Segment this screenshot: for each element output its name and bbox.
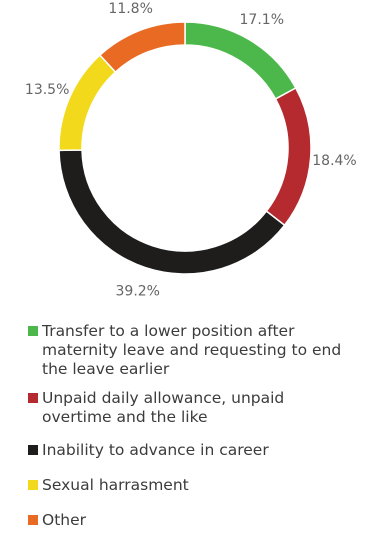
legend-label: Unpaid daily allowance, unpaid overtime … (42, 389, 285, 426)
legend-item-harrasment: Sexual harrasment (28, 476, 358, 495)
slice-unpaid (265, 86, 312, 227)
donut-chart: 17.1% 18.4% 39.2% 13.5% 11.8% (25, 1, 357, 299)
slice-career (58, 149, 286, 275)
legend-item-other: Other (28, 511, 358, 530)
slice-value-label: 11.8% (108, 1, 152, 17)
legend-label: Other (42, 511, 87, 529)
legend-swatch-green (28, 326, 38, 336)
legend-swatch-yellow (28, 480, 38, 490)
slice-value-label: 17.1% (240, 12, 284, 28)
legend-item-transfer: Transfer to a lower position after mater… (28, 322, 358, 379)
slice-harrasment (58, 54, 117, 152)
legend-swatch-orange (28, 515, 38, 525)
legend-swatch-red (28, 393, 38, 403)
slice-value-label: 18.4% (312, 153, 356, 169)
legend: Transfer to a lower position after mater… (28, 322, 358, 530)
slice-other (98, 21, 186, 74)
legend-swatch-black (28, 445, 38, 455)
legend-label: Inability to advance in career (42, 441, 269, 459)
donut-slices (58, 21, 312, 275)
slice-transfer (184, 21, 297, 100)
legend-label: Transfer to a lower position after mater… (42, 322, 342, 378)
legend-item-unpaid: Unpaid daily allowance, unpaid overtime … (28, 389, 358, 427)
slice-value-label: 13.5% (25, 82, 69, 98)
legend-label: Sexual harrasment (42, 476, 189, 494)
legend-item-career: Inability to advance in career (28, 441, 358, 460)
slice-value-label: 39.2% (116, 283, 160, 299)
slice-labels: 17.1% 18.4% 39.2% 13.5% 11.8% (25, 1, 357, 299)
